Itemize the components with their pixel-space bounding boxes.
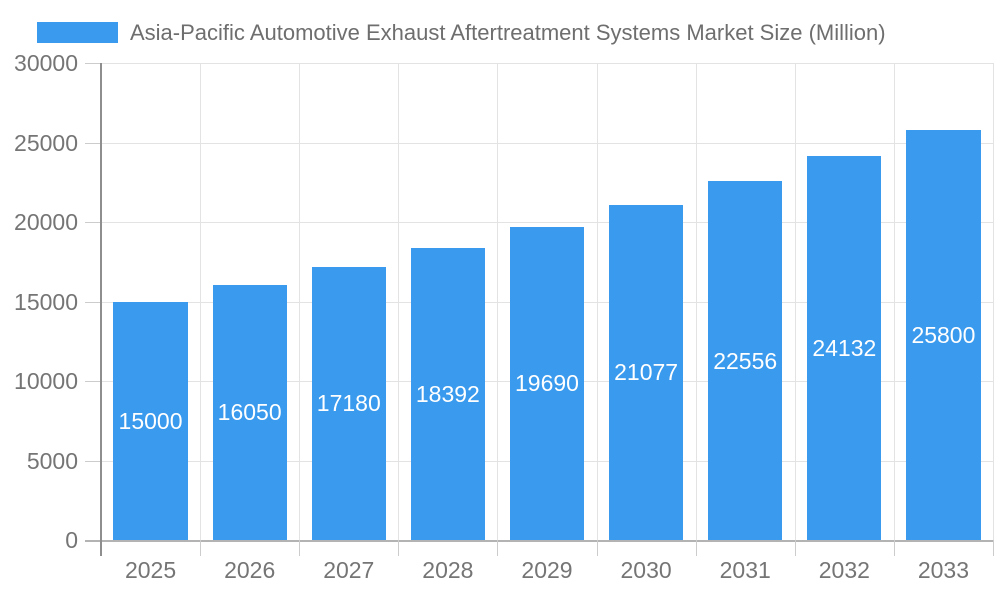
x-axis-tick-label: 2033 bbox=[917, 557, 970, 583]
gridline-vertical bbox=[993, 63, 994, 540]
y-axis-tick-label: 10000 bbox=[14, 368, 78, 394]
x-tick bbox=[299, 540, 300, 556]
y-axis-tick-label: 20000 bbox=[14, 209, 78, 235]
bar-value-label: 16050 bbox=[217, 399, 282, 426]
y-tick bbox=[85, 143, 101, 144]
x-axis-line bbox=[85, 540, 993, 542]
bar-value-label: 15000 bbox=[118, 407, 183, 434]
y-axis-tick-label: 25000 bbox=[14, 130, 78, 156]
x-axis-tick-label: 2025 bbox=[124, 557, 177, 583]
y-tick bbox=[85, 63, 101, 64]
x-axis-tick-label: 2031 bbox=[719, 557, 771, 583]
bar bbox=[509, 226, 585, 540]
x-tick bbox=[398, 540, 399, 556]
gridline-vertical bbox=[894, 63, 895, 540]
gridline-horizontal bbox=[101, 143, 993, 144]
y-axis-tick-label: 15000 bbox=[14, 289, 78, 315]
bar-value-label: 17180 bbox=[316, 390, 381, 417]
x-axis-tick-label: 2027 bbox=[323, 557, 375, 583]
legend: Asia-Pacific Automotive Exhaust Aftertre… bbox=[0, 0, 1000, 55]
gridline-vertical bbox=[299, 63, 300, 540]
gridline-vertical bbox=[497, 63, 498, 540]
bar-value-label: 21077 bbox=[614, 359, 679, 386]
gridline-horizontal bbox=[101, 63, 993, 64]
bar-value-label: 22556 bbox=[713, 347, 778, 374]
x-tick bbox=[696, 540, 697, 556]
legend-swatch bbox=[37, 22, 118, 43]
bar bbox=[906, 129, 981, 540]
y-tick bbox=[85, 461, 101, 462]
y-axis-tick-label: 5000 bbox=[26, 448, 78, 474]
legend-label: Asia-Pacific Automotive Exhaust Aftertre… bbox=[130, 20, 886, 45]
gridline-vertical bbox=[200, 63, 201, 540]
y-axis-tick-label: 30000 bbox=[14, 50, 78, 76]
y-tick bbox=[85, 381, 101, 382]
y-axis-tick-label: 0 bbox=[65, 527, 78, 553]
gridline-vertical bbox=[597, 63, 598, 540]
bar bbox=[212, 284, 287, 540]
y-axis-line bbox=[100, 63, 102, 556]
x-tick bbox=[497, 540, 498, 556]
bar bbox=[708, 181, 783, 540]
bar bbox=[410, 247, 486, 540]
bar bbox=[608, 204, 684, 540]
x-axis-tick-label: 2028 bbox=[422, 557, 474, 583]
bar bbox=[807, 156, 882, 540]
y-tick bbox=[85, 302, 101, 303]
bar-value-label: 24132 bbox=[812, 335, 877, 362]
bar bbox=[311, 266, 386, 540]
x-tick bbox=[795, 540, 796, 556]
gridline-horizontal bbox=[101, 222, 993, 223]
bar bbox=[113, 301, 188, 540]
x-tick bbox=[894, 540, 895, 556]
gridline-vertical bbox=[398, 63, 399, 540]
bar-value-label: 18392 bbox=[415, 380, 480, 407]
bar-value-label: 19690 bbox=[515, 370, 579, 397]
x-axis-tick-label: 2029 bbox=[521, 557, 573, 583]
x-tick bbox=[993, 540, 994, 556]
x-axis-tick-label: 2032 bbox=[818, 557, 870, 583]
gridline-vertical bbox=[696, 63, 697, 540]
x-axis-tick-label: 2030 bbox=[620, 557, 672, 583]
y-tick bbox=[85, 222, 101, 223]
x-tick bbox=[597, 540, 598, 556]
bar-value-label: 25800 bbox=[911, 321, 976, 348]
x-axis-tick-label: 2026 bbox=[224, 557, 276, 583]
x-tick bbox=[200, 540, 201, 556]
gridline-vertical bbox=[795, 63, 796, 540]
